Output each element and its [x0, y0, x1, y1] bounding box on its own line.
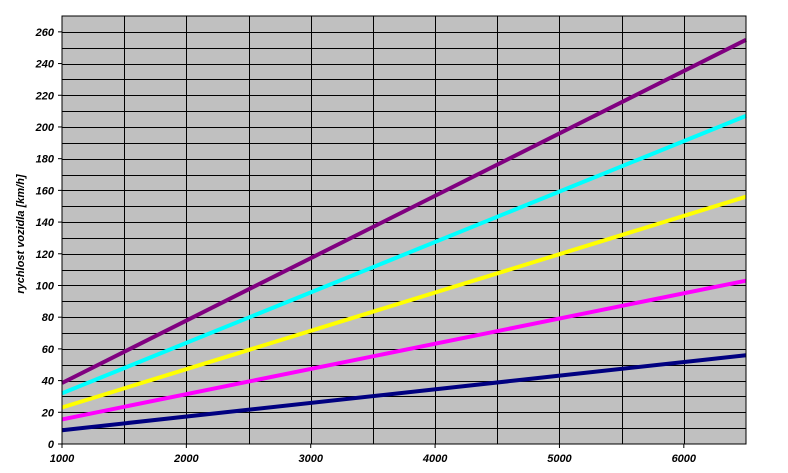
y-tick-label: 180 — [36, 154, 55, 166]
y-axis-title: rychlost vozidla [km/h] — [15, 174, 27, 294]
y-tick-label: 220 — [35, 90, 55, 102]
y-tick-label: 260 — [35, 27, 55, 39]
x-tick-label: 6000 — [672, 453, 697, 465]
y-tick-label: 200 — [35, 122, 55, 134]
y-tick-label: 100 — [36, 280, 55, 292]
y-tick-label: 0 — [48, 439, 55, 451]
y-tick-label: 240 — [35, 59, 55, 71]
y-tick-label: 80 — [42, 312, 55, 324]
y-tick-label: 140 — [36, 217, 55, 229]
series-line-5 — [61, 38, 747, 385]
x-tick-label: 5000 — [547, 453, 572, 465]
series-line-2 — [61, 278, 747, 422]
series-lines — [61, 38, 747, 433]
x-tick-label: 2000 — [173, 453, 199, 465]
series-line-4 — [61, 114, 747, 396]
series-line-3 — [61, 194, 747, 410]
y-tick-label: 60 — [42, 344, 55, 356]
vertical-gridlines — [124, 16, 685, 444]
series-line-1 — [61, 353, 747, 433]
x-tick-label: 3000 — [298, 453, 323, 465]
plot-border — [61, 15, 747, 445]
y-tick-label: 120 — [36, 249, 55, 261]
y-axis-ticks: 0 20 40 60 80 100 120 140 160 180 200 220 240 260 — [35, 27, 62, 451]
x-axis-ticks: 1000 2000 3000 4000 5000 6000 — [50, 444, 697, 465]
y-tick-label: 40 — [41, 376, 55, 388]
y-tick-label: 20 — [41, 407, 55, 419]
x-tick-label: 4000 — [422, 453, 448, 465]
x-tick-label: 1000 — [50, 453, 75, 465]
y-tick-label: 160 — [36, 185, 55, 197]
